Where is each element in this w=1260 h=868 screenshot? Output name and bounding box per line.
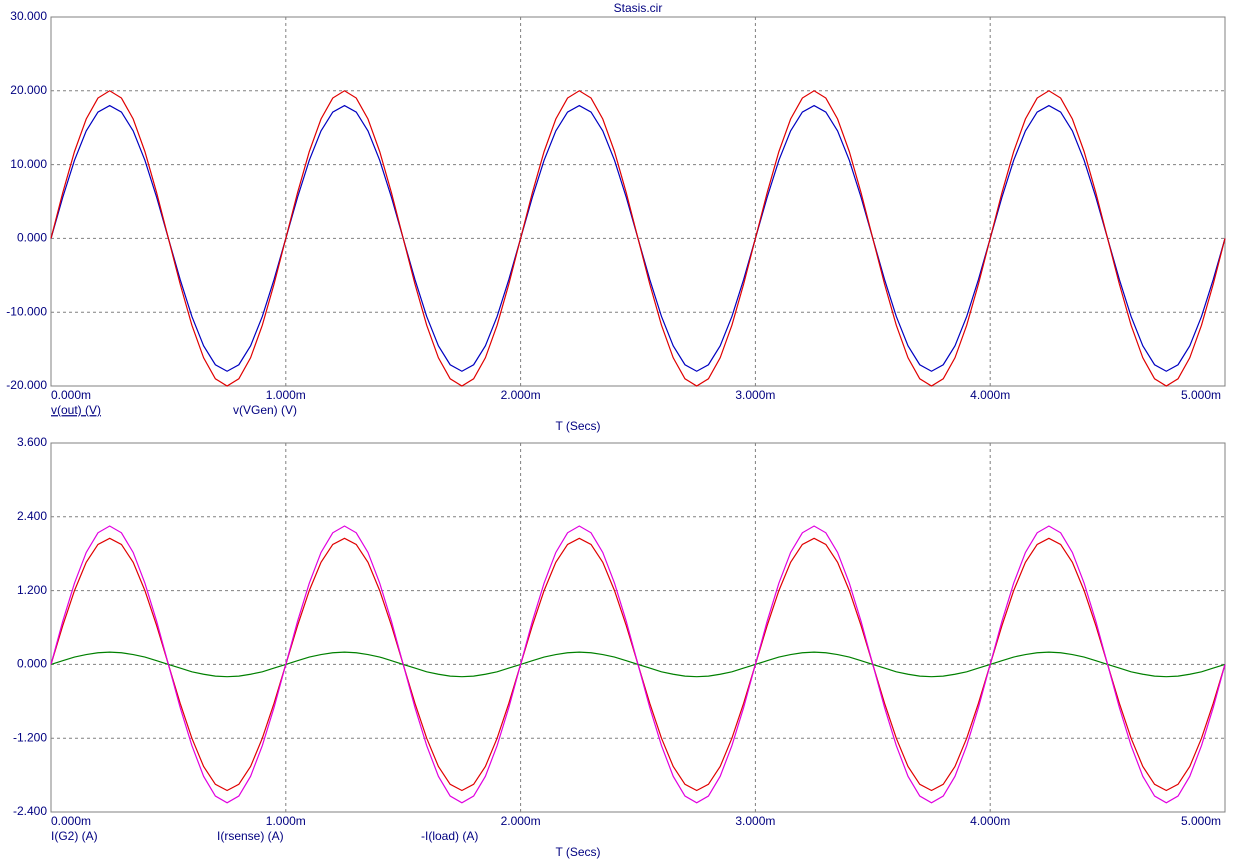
x-tick-label: 5.000m [1181, 814, 1221, 828]
y-tick-label: 10.000 [10, 157, 47, 171]
y-tick-label: -10.000 [6, 304, 47, 318]
y-tick-label: 3.600 [17, 435, 47, 449]
y-tick-label: 0.000 [17, 231, 47, 245]
y-tick-label: -20.000 [6, 378, 47, 392]
legend-entry: I(G2) (A) [51, 829, 98, 843]
legend-entry: -I(load) (A) [421, 829, 478, 843]
x-tick-label: 0.000m [51, 388, 91, 402]
x-tick-label: 4.000m [970, 388, 1010, 402]
legend-entry: v(VGen) (V) [233, 403, 297, 417]
trace [50, 90, 1226, 387]
plot-area [50, 16, 1226, 387]
y-tick-label: 30.000 [10, 9, 47, 23]
x-axis-label: T (Secs) [555, 419, 600, 433]
x-tick-label: 5.000m [1181, 388, 1221, 402]
x-tick-label: 1.000m [266, 814, 306, 828]
y-tick-label: -1.200 [13, 730, 47, 744]
x-tick-label: 3.000m [735, 388, 775, 402]
y-tick-label: 20.000 [10, 83, 47, 97]
x-tick-label: 3.000m [735, 814, 775, 828]
y-tick-label: -2.400 [13, 804, 47, 818]
y-tick-label: 2.400 [17, 509, 47, 523]
legend-entry: I(rsense) (A) [217, 829, 284, 843]
x-tick-label: 2.000m [501, 814, 541, 828]
chart-title: Stasis.cir [614, 1, 663, 15]
plot-area [50, 442, 1226, 813]
x-tick-label: 4.000m [970, 814, 1010, 828]
x-tick-label: 2.000m [501, 388, 541, 402]
y-tick-label: 0.000 [17, 657, 47, 671]
x-tick-label: 1.000m [266, 388, 306, 402]
y-tick-label: 1.200 [17, 583, 47, 597]
x-axis-label: T (Secs) [555, 845, 600, 859]
legend-entry: v(out) (V) [51, 403, 101, 417]
x-tick-label: 0.000m [51, 814, 91, 828]
trace [50, 525, 1226, 804]
